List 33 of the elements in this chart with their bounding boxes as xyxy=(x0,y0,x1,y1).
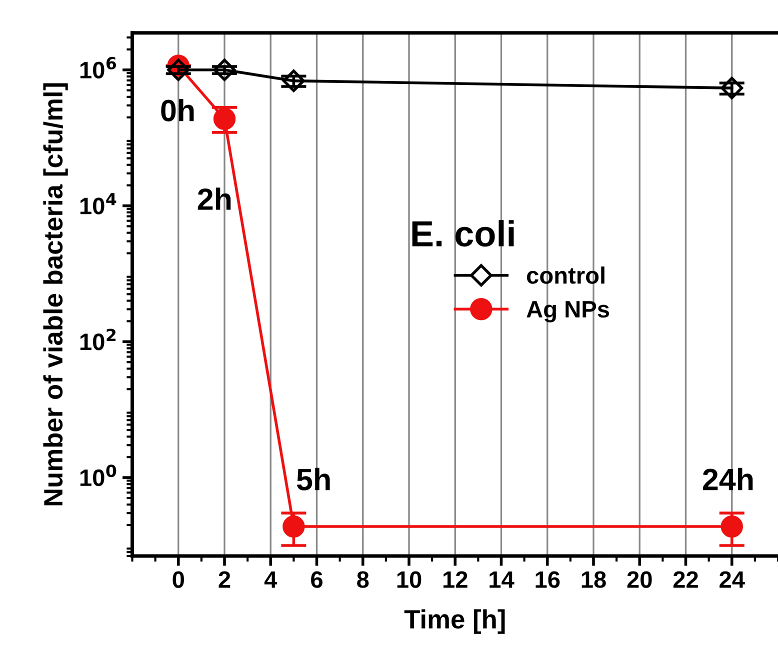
y-tick-label: 10$^{2}$ xyxy=(80,328,116,350)
x-tick-label: 8 xyxy=(357,571,369,588)
annotation: 2h xyxy=(198,188,231,210)
x-tick-label: 10 xyxy=(397,571,422,588)
x-axis-title: Time [h] xyxy=(404,609,505,634)
x-tick-label: 16 xyxy=(536,571,560,588)
y-tick-label: 10$^{4}$ xyxy=(80,193,116,214)
x-tick-label: 0 xyxy=(172,571,184,588)
annotation: E. coli xyxy=(412,220,514,247)
x-tick-label: 24 xyxy=(720,571,745,588)
y-axis-title: Number of viable bacteria [cfu/ml] xyxy=(43,83,68,506)
point xyxy=(720,76,744,100)
x-tick-label: 4 xyxy=(264,571,278,588)
legend-label: control xyxy=(526,266,604,284)
point xyxy=(167,58,190,82)
x-tick-label: 2 xyxy=(218,571,230,588)
legend-label: Ag NPs xyxy=(526,301,610,322)
y-tick-label: 10$^{0}$ xyxy=(80,464,116,486)
x-tick-label: 12 xyxy=(443,571,468,588)
y-tick-label: 10$^{6}$ xyxy=(80,56,116,78)
x-tick-label: 20 xyxy=(627,571,652,588)
annotation: 0h xyxy=(161,98,194,122)
x-tick-label: 14 xyxy=(490,571,514,588)
x-tick-label: 22 xyxy=(673,571,698,588)
point xyxy=(282,515,305,538)
annotation: 24h xyxy=(702,468,753,490)
point xyxy=(213,58,236,82)
point xyxy=(720,515,743,538)
x-tick-label: 18 xyxy=(582,571,606,588)
point xyxy=(213,108,236,130)
point xyxy=(282,70,305,92)
x-tick-label: 6 xyxy=(311,571,322,588)
annotation: 5h xyxy=(296,468,330,490)
